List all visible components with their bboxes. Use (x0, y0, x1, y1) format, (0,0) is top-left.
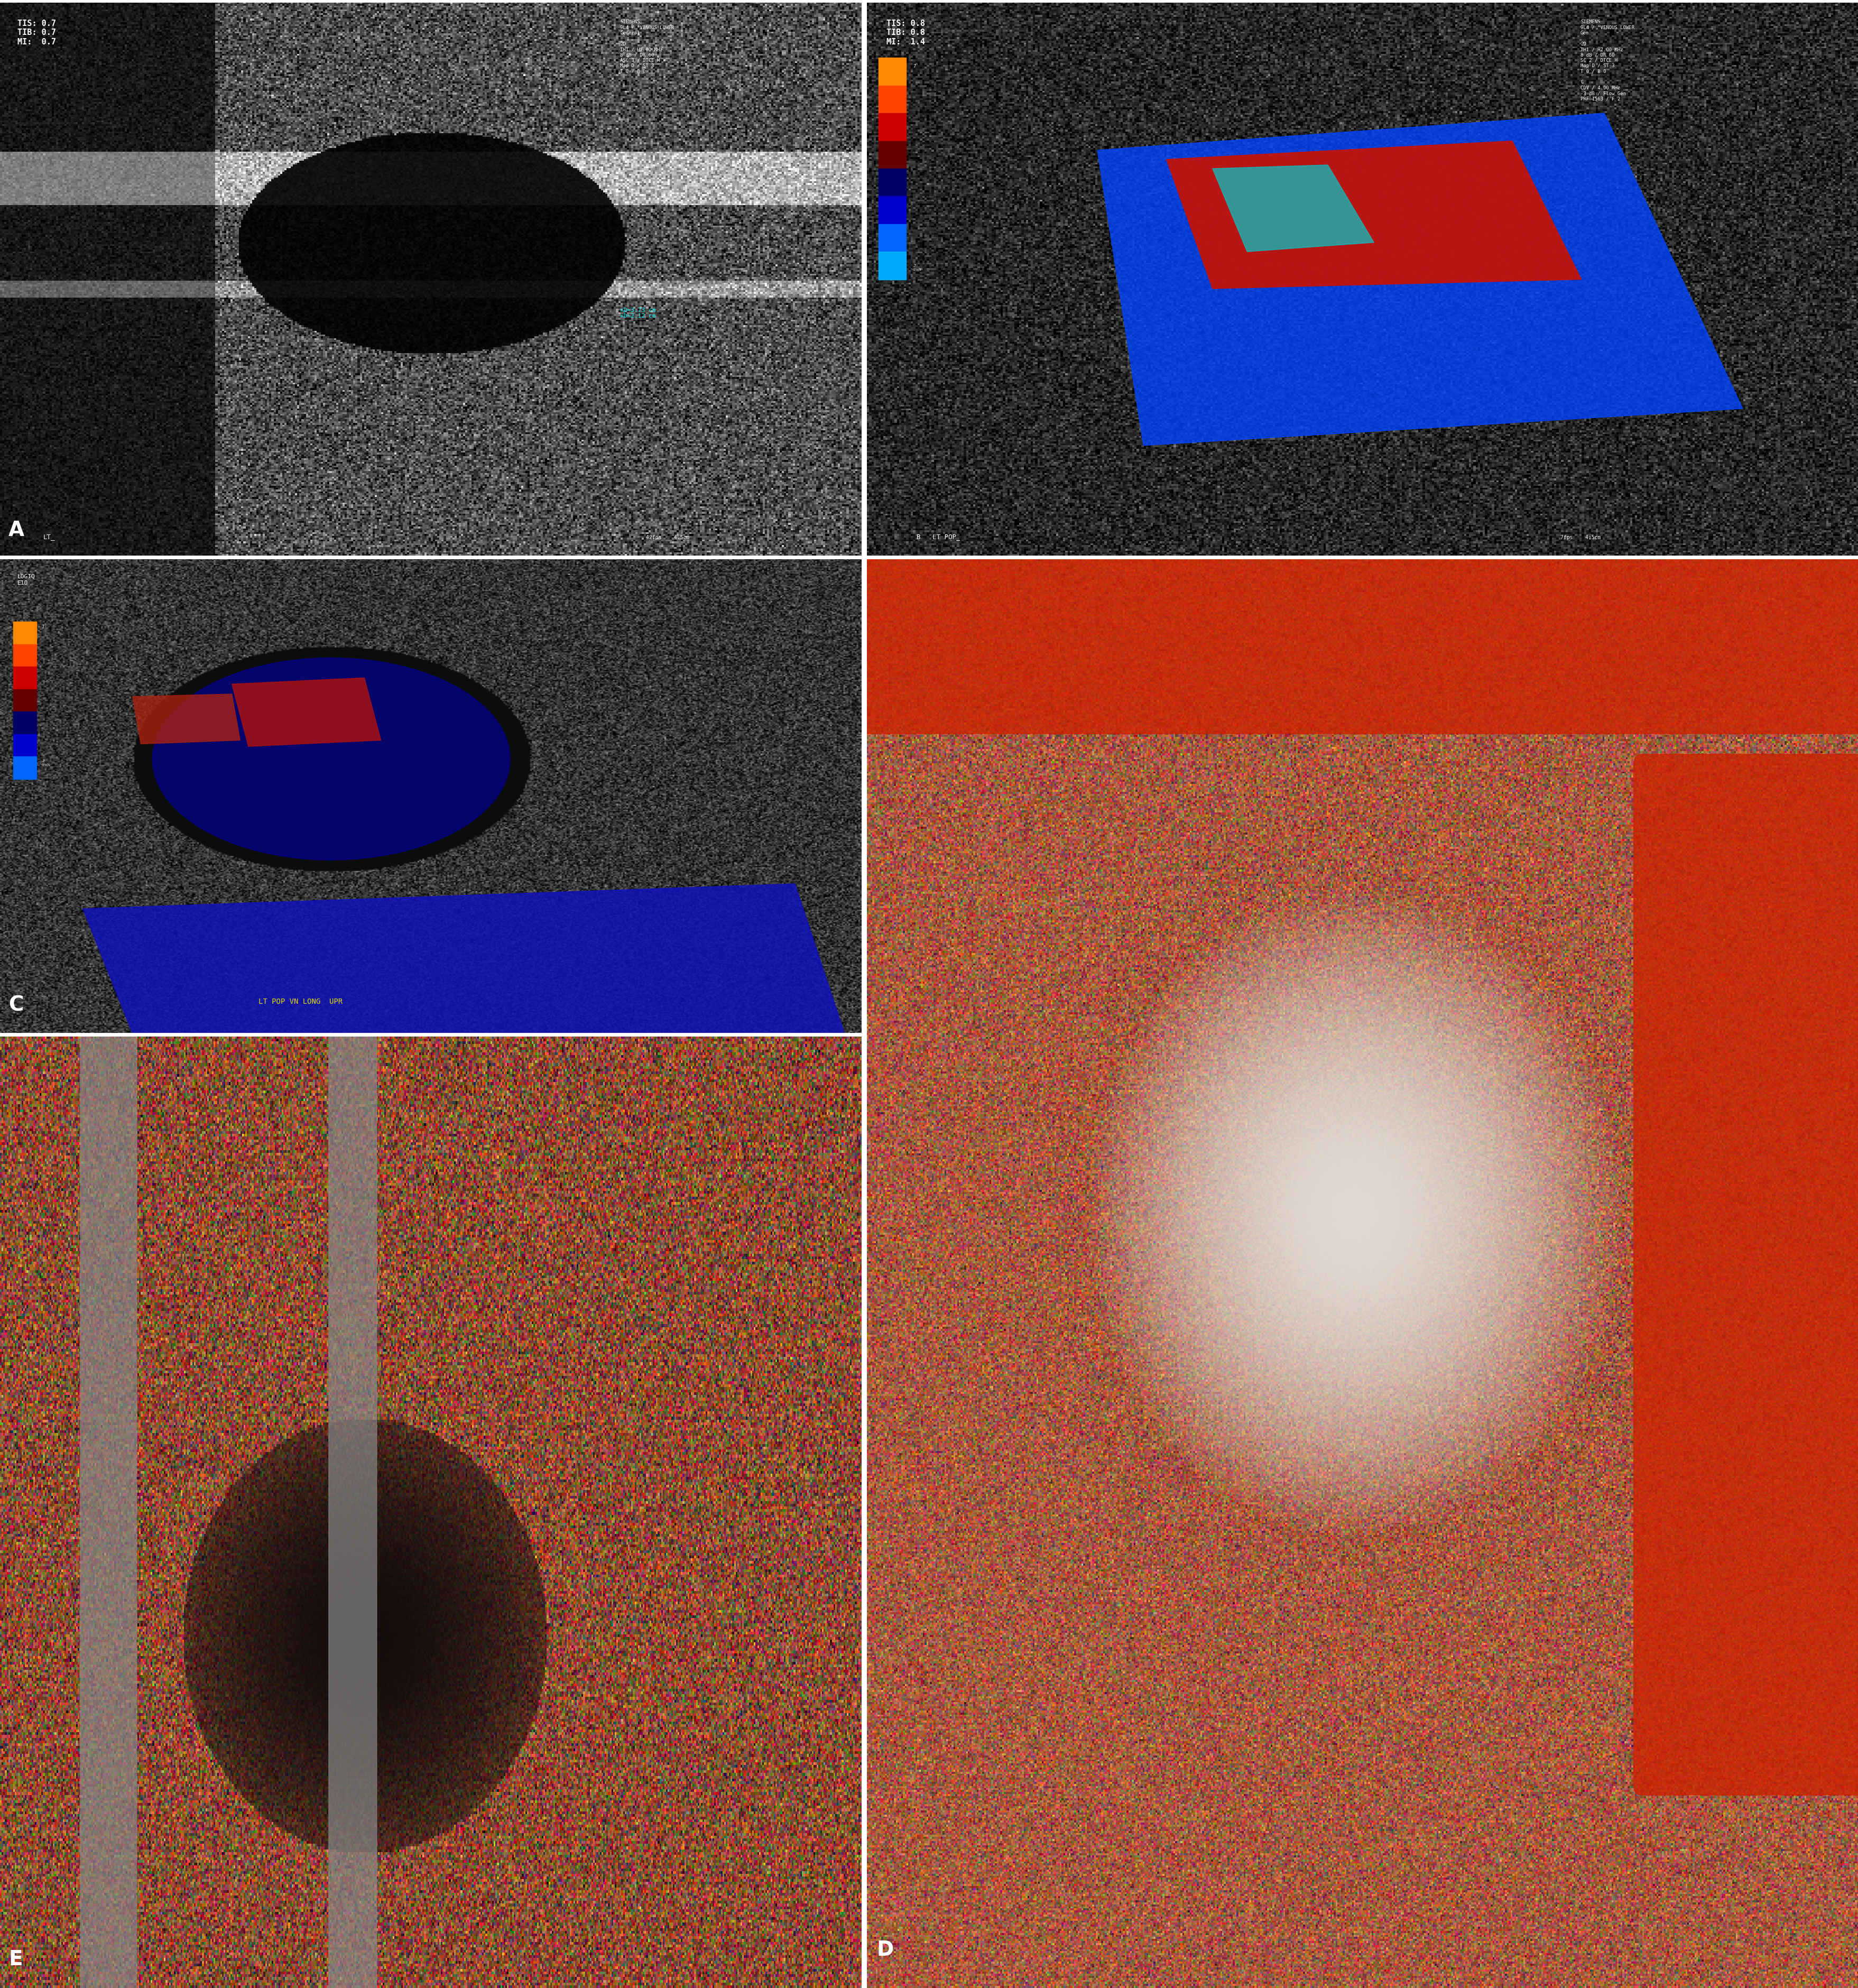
Text: -7
cm/s: -7 cm/s (912, 264, 922, 270)
Text: 7fps    4.5cm: 7fps 4.5cm (1561, 535, 1602, 541)
Text: SIEMENS
9L4 / *VENOUS LOWER
Gen

2D
THI / H7.00 MHz
8 dB / DR 60
SC 2 / DTCE H
M: SIEMENS 9L4 / *VENOUS LOWER Gen 2D THI /… (1581, 20, 1635, 101)
Polygon shape (232, 678, 381, 747)
Text: 7: 7 (912, 64, 916, 70)
Text: 7: 7 (41, 624, 45, 630)
Text: ×D=3.73 cm
×D=2.12 cm: ×D=3.73 cm ×D=2.12 cm (621, 308, 656, 318)
FancyBboxPatch shape (329, 1032, 377, 1988)
Bar (879, 225, 907, 252)
Bar (879, 197, 907, 225)
Bar (879, 85, 907, 113)
Text: 42fps    4.5cm: 42fps 4.5cm (647, 535, 689, 541)
Bar (879, 141, 907, 169)
Text: TIS: 0.7
TIB: 0.7
MI:  0.7: TIS: 0.7 TIB: 0.7 MI: 0.7 (17, 20, 56, 46)
Bar (13, 734, 37, 757)
Bar (879, 169, 907, 197)
Bar (13, 690, 37, 712)
Text: SIEMENS
9L4 / *VENOUS LOWER
General

2D
THI / H7.00 MHz
8 dB / DR 60
ASC 3 / DTC: SIEMENS 9L4 / *VENOUS LOWER General 2D T… (621, 20, 674, 74)
Polygon shape (132, 694, 240, 744)
Bar (13, 757, 37, 779)
FancyBboxPatch shape (80, 1032, 137, 1988)
Text: LT_: LT_ (43, 533, 56, 541)
Bar (879, 58, 907, 85)
Text: -7
cm/s: -7 cm/s (41, 759, 50, 765)
Bar (13, 644, 37, 666)
FancyBboxPatch shape (1633, 755, 1858, 1795)
Polygon shape (84, 885, 845, 1034)
Text: D: D (877, 1940, 894, 1960)
Polygon shape (152, 658, 511, 861)
FancyBboxPatch shape (858, 551, 1858, 734)
Polygon shape (1098, 113, 1743, 445)
Bar (13, 712, 37, 734)
Bar (13, 666, 37, 690)
Text: A: A (9, 521, 24, 541)
Bar (13, 622, 37, 644)
Bar (879, 252, 907, 280)
Text: E: E (9, 1948, 22, 1968)
Text: TIS: 0.8
TIB: 0.8
MI:  1.4: TIS: 0.8 TIB: 0.8 MI: 1.4 (886, 20, 925, 46)
Text: C: C (9, 994, 24, 1014)
Text: LT POP VN LONG  UPR: LT POP VN LONG UPR (258, 998, 342, 1006)
Polygon shape (1167, 141, 1581, 288)
Polygon shape (1213, 165, 1373, 252)
Bar (879, 113, 907, 141)
Text: LOGIQ
E10: LOGIQ E10 (17, 575, 35, 584)
Text: B   LT POP_: B LT POP_ (916, 533, 961, 541)
